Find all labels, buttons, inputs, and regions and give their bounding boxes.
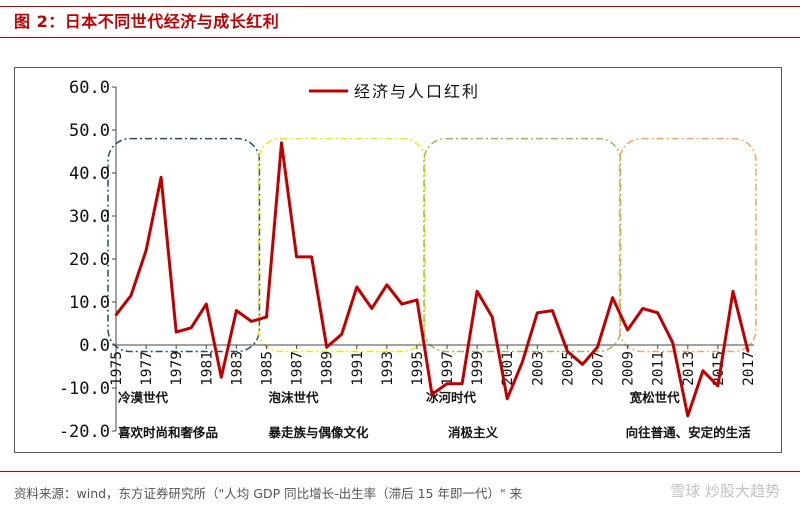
y-tick-label-9: -20.0	[59, 422, 110, 442]
y-tick-label-4: 30.0	[69, 207, 110, 227]
x-tick-label-6: 1985	[259, 351, 275, 386]
era-name-4: 宽松世代	[629, 390, 681, 405]
data-point	[626, 328, 629, 332]
era-desc-4: 向往普通、安定的生活	[626, 425, 752, 440]
data-point	[340, 333, 343, 336]
x-tick-label-7: 1987	[290, 351, 306, 386]
data-point	[701, 369, 705, 372]
x-tick-label-16: 2005	[560, 351, 576, 386]
data-point	[400, 302, 404, 306]
data-point	[641, 307, 644, 310]
data-point	[415, 298, 419, 302]
x-tick-label-19: 2011	[651, 351, 667, 386]
x-tick-label-20: 2013	[681, 351, 697, 386]
title-bottom-rule	[0, 37, 800, 38]
data-point	[611, 296, 614, 299]
chart-frame	[14, 67, 782, 453]
era-name-2: 泡沫世代	[268, 390, 319, 405]
era-name-1: 冷漠世代	[118, 390, 169, 405]
data-point	[220, 376, 223, 379]
era-box-2	[257, 137, 426, 353]
data-point	[190, 326, 193, 329]
data-point	[205, 302, 208, 306]
data-point	[460, 382, 464, 385]
data-point	[716, 384, 720, 388]
era-box-1	[107, 137, 261, 353]
x-tick-label-22: 2017	[741, 351, 757, 386]
x-tick-label-11: 1995	[410, 351, 426, 386]
data-point	[174, 330, 178, 334]
data-point	[731, 290, 735, 293]
data-point	[490, 315, 494, 319]
x-tick-label-1: 1975	[109, 351, 125, 386]
y-tick-label-6: 10.0	[69, 293, 110, 313]
data-point	[430, 393, 434, 396]
data-point	[521, 361, 524, 364]
data-point	[370, 307, 374, 310]
watermark: 雪球 炒股大趋势	[670, 482, 780, 500]
era-name-3: 冰河时代	[426, 390, 477, 405]
x-tick-label-12: 1997	[440, 351, 456, 386]
x-tick-label-13: 1999	[470, 351, 486, 386]
data-point	[445, 382, 449, 385]
era-box-3	[423, 137, 622, 353]
y-tick-label-8: -10.0	[59, 379, 110, 399]
data-point	[536, 311, 539, 314]
source-top-rule	[0, 471, 800, 472]
data-point	[265, 315, 268, 319]
data-point	[310, 255, 313, 259]
data-point	[671, 341, 674, 345]
data-point	[506, 397, 509, 400]
x-tick-label-10: 1993	[380, 351, 396, 386]
data-point	[159, 176, 163, 179]
data-point	[686, 414, 690, 418]
data-point	[656, 311, 659, 314]
era-desc-3: 消极主义	[448, 425, 499, 440]
x-tick-label-2: 1977	[139, 351, 155, 386]
x-tick-label-3: 1979	[169, 351, 185, 386]
x-tick-label-5: 1983	[229, 351, 245, 386]
x-tick-label-8: 1989	[320, 351, 336, 386]
data-point	[280, 141, 283, 145]
data-point	[355, 285, 358, 289]
data-point	[114, 313, 118, 317]
y-tick-label-2: 50.0	[69, 121, 110, 141]
data-point	[746, 350, 750, 353]
x-tick-label-9: 1991	[350, 351, 366, 386]
x-tick-label-17: 2007	[591, 351, 607, 386]
figure-title: 图 2：日本不同世代经济与成长红利	[14, 12, 280, 31]
data-point	[566, 350, 569, 353]
data-point	[235, 309, 238, 312]
legend-label: 经济与人口红利	[354, 82, 480, 101]
era-box-4	[618, 137, 757, 353]
x-tick-label-18: 2009	[621, 351, 637, 386]
data-point	[596, 345, 599, 349]
y-tick-label-7: 0.0	[79, 336, 110, 356]
y-tick-label-1: 60.0	[69, 78, 110, 98]
data-point	[295, 255, 298, 259]
data-point	[581, 363, 584, 366]
y-tick-label-3: 40.0	[69, 164, 110, 184]
era-desc-1: 喜欢时尚和奢侈品	[118, 425, 218, 440]
x-tick-label-4: 1981	[199, 351, 215, 386]
data-point	[144, 249, 148, 252]
title-top-rule	[0, 6, 800, 7]
data-point	[250, 320, 253, 323]
era-desc-2: 暴走族与偶像文化	[267, 425, 369, 440]
data-point	[385, 283, 389, 286]
data-point	[129, 294, 133, 297]
y-tick-label-5: 20.0	[69, 250, 110, 270]
data-point	[325, 345, 328, 349]
data-point	[475, 290, 479, 293]
data-point	[551, 309, 554, 312]
x-tick-label-15: 2003	[530, 351, 546, 386]
source-note: 资料来源：wind，东方证券研究所（"人均 GDP 同比增长-出生率（滞后 15…	[14, 486, 523, 501]
